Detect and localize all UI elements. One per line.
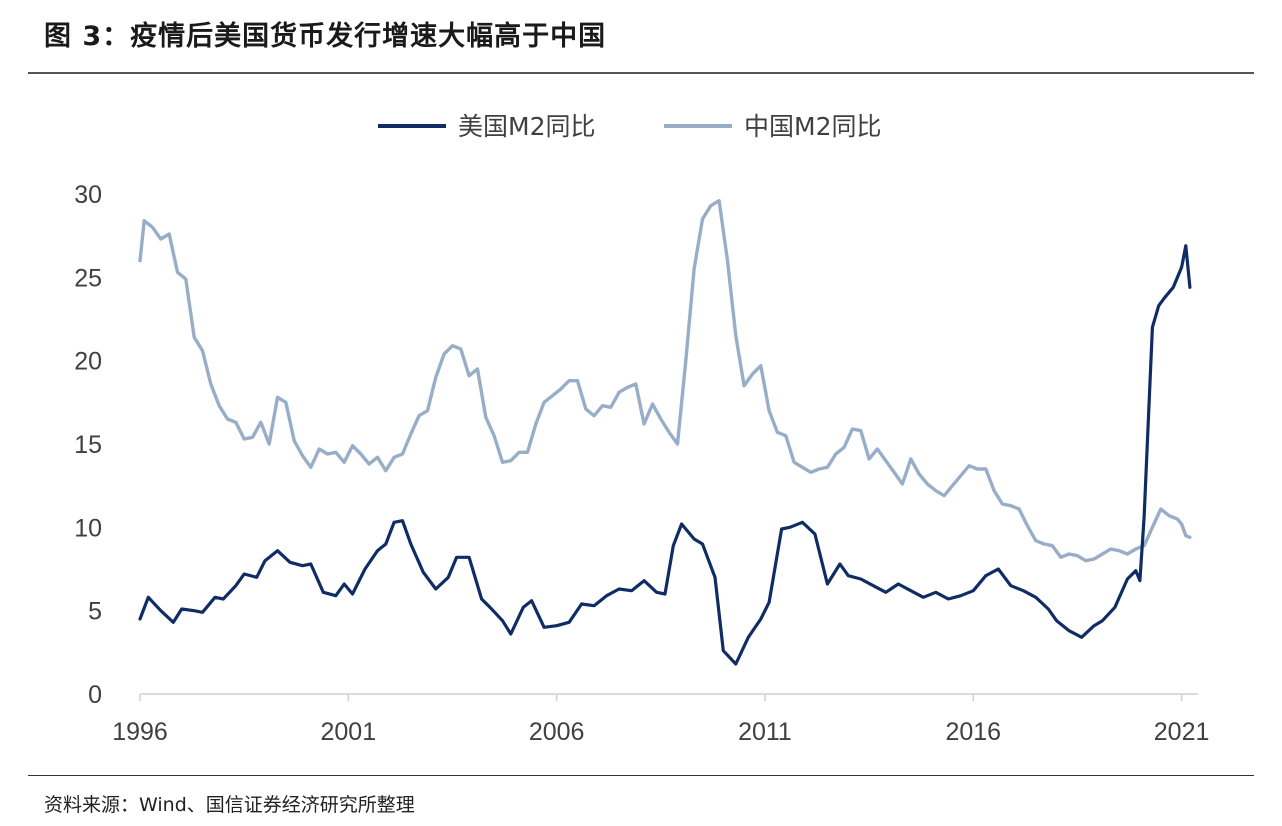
title-divider xyxy=(28,72,1254,74)
x-tick-label: 2011 xyxy=(738,718,792,746)
series-line-us xyxy=(138,244,1192,666)
x-axis: 1996 2001 2006 2011 2016 2021 xyxy=(112,693,1210,746)
series-group xyxy=(138,198,1192,666)
x-tick-label: 2021 xyxy=(1154,718,1210,746)
y-tick-label: 0 xyxy=(88,681,102,709)
y-tick-label: 15 xyxy=(74,431,102,459)
legend-label-cn: 中国M2同比 xyxy=(744,112,881,141)
y-tick-label: 10 xyxy=(74,514,102,542)
y-tick-label: 20 xyxy=(74,348,102,376)
y-tick-label: 25 xyxy=(74,264,102,292)
source-note: 资料来源：Wind、国信证券经济研究所整理 xyxy=(44,794,415,816)
y-tick-label: 5 xyxy=(88,598,102,626)
y-tick-label: 30 xyxy=(74,181,102,209)
series-line-cn xyxy=(138,198,1192,563)
x-tick-label: 1996 xyxy=(112,718,168,746)
x-tick-label: 2001 xyxy=(321,718,377,746)
y-axis: 0 5 10 15 20 25 30 xyxy=(74,181,102,709)
legend: 美国M2同比 中国M2同比 xyxy=(378,112,881,141)
source-divider xyxy=(28,775,1254,776)
legend-label-us: 美国M2同比 xyxy=(458,112,595,141)
x-tick-label: 2016 xyxy=(945,718,1001,746)
figure-title: 图 3：疫情后美国货币发行增速大幅高于中国 xyxy=(44,21,607,52)
line-chart: 美国M2同比 中国M2同比 0 5 10 15 20 25 30 1996 2001 2006 20… xyxy=(74,112,1210,746)
x-tick-label: 2006 xyxy=(529,718,585,746)
